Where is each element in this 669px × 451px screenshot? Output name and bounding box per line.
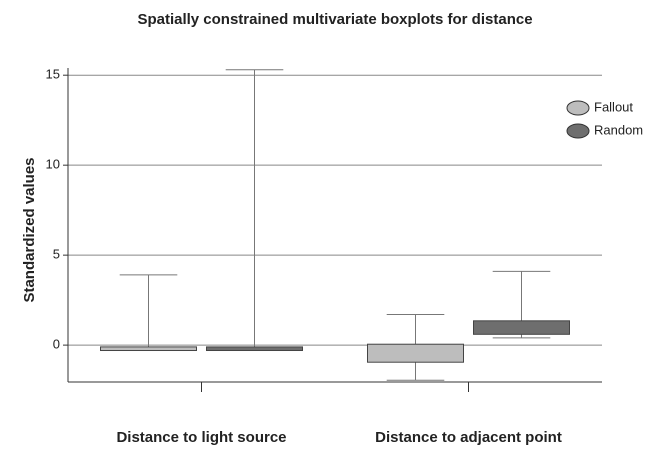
y-tick-label: 0: [53, 337, 60, 352]
chart-title: Spatially constrained multivariate boxpl…: [137, 11, 532, 28]
y-axis-label: Standardized values: [21, 157, 38, 302]
legend-label: Fallout: [594, 99, 633, 114]
box: [206, 346, 303, 352]
y-tick-label: 5: [53, 247, 60, 262]
y-tick-label: 15: [46, 67, 60, 82]
legend-label: Random: [594, 122, 643, 137]
legend-swatch: [566, 100, 590, 116]
box: [367, 343, 464, 363]
y-tick-label: 10: [46, 157, 60, 172]
box: [100, 346, 197, 352]
x-tick-label: Distance to light source: [116, 429, 286, 446]
legend-swatch: [566, 123, 590, 139]
box: [473, 320, 570, 335]
x-tick-label: Distance to adjacent point: [375, 429, 562, 446]
